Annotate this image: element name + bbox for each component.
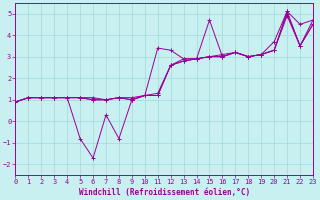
- X-axis label: Windchill (Refroidissement éolien,°C): Windchill (Refroidissement éolien,°C): [79, 188, 250, 197]
